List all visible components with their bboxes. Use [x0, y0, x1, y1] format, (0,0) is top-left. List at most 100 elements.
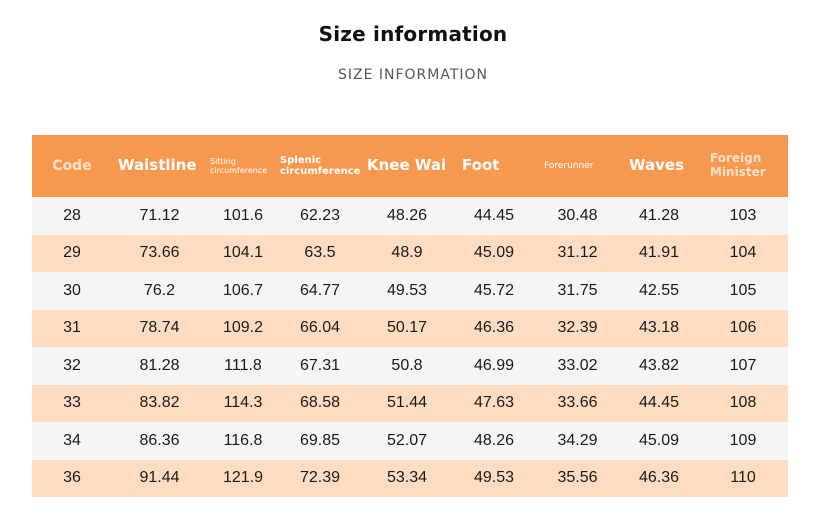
cell-sitting-circumference: 121.9	[207, 459, 279, 497]
cell-code: 29	[32, 234, 112, 272]
cell-foot: 49.53	[453, 459, 535, 497]
header-foreign-line-2: Minister	[710, 165, 766, 179]
cell-knee-wai: 52.07	[361, 422, 453, 460]
header-splenic-circumference: Splenic circumference	[279, 135, 361, 197]
cell-sitting-circumference: 111.8	[207, 347, 279, 385]
cell-code: 33	[32, 384, 112, 422]
header-waves: Waves	[620, 135, 698, 197]
cell-forerunner: 31.75	[535, 272, 620, 310]
cell-splenic-circumference: 68.58	[279, 384, 361, 422]
cell-waistline: 76.2	[112, 272, 207, 310]
cell-waistline: 73.66	[112, 234, 207, 272]
table-row: 32 81.28 111.8 67.31 50.8 46.99 33.02 43.82 107	[32, 347, 788, 385]
cell-sitting-circumference: 109.2	[207, 309, 279, 347]
cell-forerunner: 31.12	[535, 234, 620, 272]
cell-foot: 47.63	[453, 384, 535, 422]
cell-foreign-minister: 106	[698, 309, 788, 347]
cell-code: 34	[32, 422, 112, 460]
table-row: 33 83.82 114.3 68.58 51.44 47.63 33.66 44.45 108	[32, 384, 788, 422]
table-row: 31 78.74 109.2 66.04 50.17 46.36 32.39 43.18 106	[32, 309, 788, 347]
cell-splenic-circumference: 67.31	[279, 347, 361, 385]
cell-foreign-minister: 108	[698, 384, 788, 422]
cell-forerunner: 34.29	[535, 422, 620, 460]
cell-code: 36	[32, 459, 112, 497]
cell-foreign-minister: 107	[698, 347, 788, 385]
header-sitting-line-1: Sitting	[210, 156, 236, 166]
header-sitting-circumference: Sitting circumference	[207, 135, 279, 197]
header-foot: Foot	[453, 135, 535, 197]
cell-knee-wai: 53.34	[361, 459, 453, 497]
cell-splenic-circumference: 64.77	[279, 272, 361, 310]
header-sitting-line-2: circumference	[210, 166, 268, 175]
cell-splenic-circumference: 66.04	[279, 309, 361, 347]
table-row: 34 86.36 116.8 69.85 52.07 48.26 34.29 45.09 109	[32, 422, 788, 460]
cell-foreign-minister: 110	[698, 459, 788, 497]
cell-knee-wai: 48.9	[361, 234, 453, 272]
cell-waistline: 71.12	[112, 197, 207, 235]
table-row: 30 76.2 106.7 64.77 49.53 45.72 31.75 42.55 105	[32, 272, 788, 310]
cell-foot: 46.99	[453, 347, 535, 385]
cell-waistline: 78.74	[112, 309, 207, 347]
cell-knee-wai: 48.26	[361, 197, 453, 235]
table-header-row: Code Waistline Sitting circumference Spl…	[32, 135, 788, 197]
cell-sitting-circumference: 106.7	[207, 272, 279, 310]
cell-waves: 44.45	[620, 384, 698, 422]
cell-waves: 43.82	[620, 347, 698, 385]
header-waistline: Waistline	[112, 135, 207, 197]
cell-sitting-circumference: 116.8	[207, 422, 279, 460]
cell-foot: 45.72	[453, 272, 535, 310]
cell-forerunner: 33.02	[535, 347, 620, 385]
cell-foreign-minister: 103	[698, 197, 788, 235]
cell-foreign-minister: 104	[698, 234, 788, 272]
cell-waistline: 83.82	[112, 384, 207, 422]
cell-knee-wai: 49.53	[361, 272, 453, 310]
cell-forerunner: 32.39	[535, 309, 620, 347]
cell-knee-wai: 50.17	[361, 309, 453, 347]
cell-waistline: 81.28	[112, 347, 207, 385]
cell-waves: 43.18	[620, 309, 698, 347]
cell-waves: 41.91	[620, 234, 698, 272]
cell-splenic-circumference: 69.85	[279, 422, 361, 460]
header-forerunner: Forerunner	[535, 135, 620, 197]
cell-sitting-circumference: 114.3	[207, 384, 279, 422]
cell-waves: 41.28	[620, 197, 698, 235]
cell-waistline: 91.44	[112, 459, 207, 497]
cell-code: 30	[32, 272, 112, 310]
cell-knee-wai: 51.44	[361, 384, 453, 422]
cell-waistline: 86.36	[112, 422, 207, 460]
cell-waves: 46.36	[620, 459, 698, 497]
header-splenic-line-1: Splenic	[280, 154, 322, 166]
table-row: 28 71.12 101.6 62.23 48.26 44.45 30.48 41.28 103	[32, 197, 788, 235]
cell-forerunner: 33.66	[535, 384, 620, 422]
size-table: Code Waistline Sitting circumference Spl…	[32, 135, 788, 497]
header-code: Code	[32, 135, 112, 197]
header-splenic-line-2: circumference	[280, 166, 361, 177]
table-row: 29 73.66 104.1 63.5 48.9 45.09 31.12 41.91 104	[32, 234, 788, 272]
cell-code: 28	[32, 197, 112, 235]
cell-sitting-circumference: 101.6	[207, 197, 279, 235]
cell-sitting-circumference: 104.1	[207, 234, 279, 272]
header-foreign-line-1: Foreign	[710, 151, 762, 166]
cell-foreign-minister: 105	[698, 272, 788, 310]
table-row: 36 91.44 121.9 72.39 53.34 49.53 35.56 46.36 110	[32, 459, 788, 497]
header-knee-wai: Knee Wai	[361, 135, 453, 197]
cell-code: 31	[32, 309, 112, 347]
cell-foot: 45.09	[453, 234, 535, 272]
cell-knee-wai: 50.8	[361, 347, 453, 385]
cell-code: 32	[32, 347, 112, 385]
cell-foot: 46.36	[453, 309, 535, 347]
cell-splenic-circumference: 72.39	[279, 459, 361, 497]
cell-forerunner: 30.48	[535, 197, 620, 235]
cell-foot: 48.26	[453, 422, 535, 460]
page-title: Size information	[318, 22, 508, 46]
cell-foreign-minister: 109	[698, 422, 788, 460]
cell-splenic-circumference: 63.5	[279, 234, 361, 272]
cell-forerunner: 35.56	[535, 459, 620, 497]
cell-foot: 44.45	[453, 197, 535, 235]
cell-waves: 42.55	[620, 272, 698, 310]
table-body: 28 71.12 101.6 62.23 48.26 44.45 30.48 41.28 103…	[32, 197, 788, 497]
page-subtitle: SIZE INFORMATION	[337, 67, 489, 83]
cell-splenic-circumference: 62.23	[279, 197, 361, 235]
header-foreign-minister: Foreign Minister	[698, 135, 788, 197]
cell-waves: 45.09	[620, 422, 698, 460]
